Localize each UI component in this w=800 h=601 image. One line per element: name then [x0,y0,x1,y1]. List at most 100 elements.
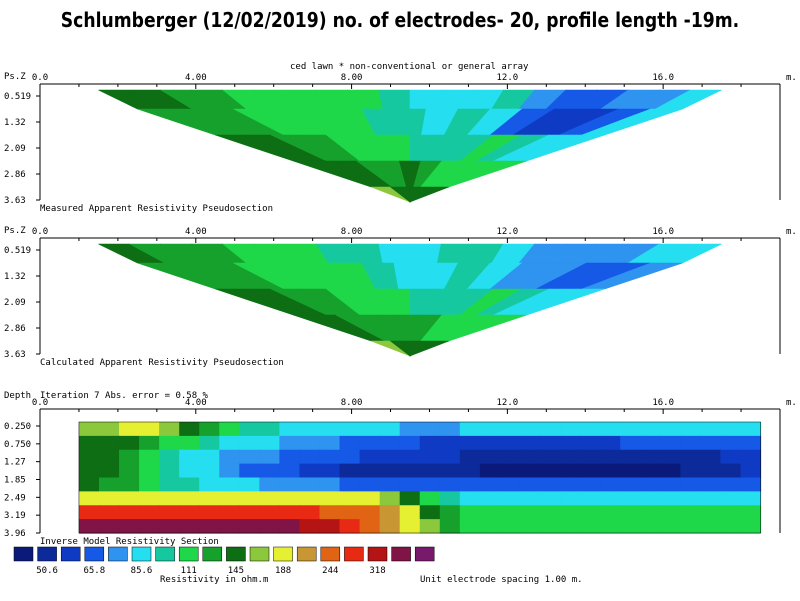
panel3-cell [459,449,481,465]
panel3-cell [239,477,260,492]
panel3-cell [259,449,281,465]
panel3-cell [78,435,100,451]
panel3-cell [740,449,762,465]
panel3-x-tick-label: 8.00 [341,398,363,408]
panel3-cell [640,422,661,437]
panel3-cell [419,463,441,479]
panel1-y-tick-label: 2.09 [4,144,26,154]
panel3-cell [179,519,200,534]
legend-label: 145 [228,566,244,576]
panel3-cell [319,477,341,492]
panel3-cell [740,422,762,437]
panel3-cell [720,491,742,506]
legend-swatch [84,546,105,562]
panel3-cell [179,491,200,506]
panel3-cell [219,477,240,492]
legend-label: 111 [181,566,197,576]
panel3-cell [119,491,140,506]
panel3-annotation: Iteration 7 Abs. error = 0.58 % [40,391,208,401]
panel3-cell [459,491,481,506]
panel3-cell [459,422,481,437]
panel3-cell [379,519,401,534]
panel3-cell [359,477,381,492]
panel3-cell [479,422,501,437]
legend-swatch [367,546,388,562]
panel3-cell [159,463,180,479]
panel3-cell [439,449,461,465]
panel3-cell [540,422,561,437]
panel3-cell [339,519,361,534]
panel3-cell [439,422,461,437]
panel3-cell [580,491,601,506]
panel3-cell [359,435,381,451]
panel3-cell [139,477,160,492]
panel3-cell [119,435,140,451]
panel3-cell [119,519,140,534]
panel3-cell [259,491,281,506]
legend-swatch [320,546,341,562]
legend-swatch [414,546,435,562]
panel3-cell [540,505,561,520]
panel3-cell [580,519,601,534]
panel3-cell [399,505,421,520]
panel3-cell [519,505,541,520]
panel3-cell [319,449,341,465]
panel3-cell [239,435,260,451]
panel3-cell [199,505,220,520]
panel3-x-tick-label: 4.00 [185,398,207,408]
panel3-cell [139,449,160,465]
panel3-cell [279,463,301,479]
panel2-x-tick-label: 16.0 [652,227,674,237]
panel3-cell [640,519,661,534]
panel3-cell [139,491,160,506]
panel3-cell [379,477,401,492]
legend-swatch [60,546,81,562]
panel3-cell [439,463,461,479]
legend-swatch [37,546,57,562]
panel3-cell [319,505,341,520]
panel3-y-tick-label: 0.750 [4,440,31,450]
panel3-cell [159,422,180,437]
panel3-cell [479,463,501,479]
panel3-cell [199,449,220,465]
panel3-cell [179,477,200,492]
panel3-cell [740,477,762,492]
panel3-cell [560,449,581,465]
panel3-cell [239,449,260,465]
panel3-cell [540,519,561,534]
panel3-cell [219,491,240,506]
panel3-cell [560,505,581,520]
panel3-cell [219,435,240,451]
panel3-cell [359,519,381,534]
legend-title: Resistivity in ohm.m [160,575,269,585]
panel3-cell [600,477,621,492]
panel3-cell [700,435,722,451]
panel3-cell [700,519,722,534]
panel3-cell [119,505,140,520]
panel1-y-tick-label: 3.63 [4,196,26,206]
panel3-cell [640,463,661,479]
panel3-x-tick-label: 0.0 [32,398,48,408]
panel3-cell [78,477,100,492]
panel2-x-unit: m. [786,227,797,237]
panel3-cell [640,491,661,506]
panel3-cell [259,435,281,451]
panel3-cell [299,449,321,465]
panel3-cell [399,435,421,451]
panel3-cell [339,449,361,465]
legend-label: 65.8 [83,566,105,576]
panel3-cell [560,463,581,479]
panel3-cell [459,435,481,451]
panel3-cell [660,519,681,534]
panel3-cell [359,505,381,520]
panel3-cell [740,519,762,534]
panel3-cell [720,435,742,451]
panel3-cell [78,449,100,465]
panel3-cell [98,463,120,479]
legend-label: 85.6 [131,566,153,576]
panel3-cell [479,505,501,520]
panel3-cell [239,519,260,534]
panel3-cell [139,422,160,437]
panel3-cell [439,505,461,520]
panel3-cell [439,477,461,492]
